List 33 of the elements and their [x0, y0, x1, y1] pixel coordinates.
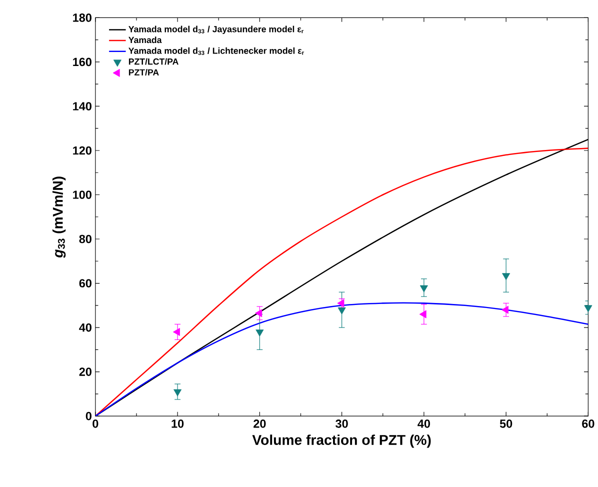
point — [420, 285, 428, 292]
y-tick-label: 120 — [73, 146, 92, 155]
legend-label: Yamada — [128, 36, 162, 44]
x-tick-label: 0 — [92, 420, 98, 428]
y-tick-label: 180 — [73, 14, 92, 22]
point — [255, 309, 262, 318]
x-tick-label: 30 — [336, 420, 348, 428]
y-tick-label: 40 — [79, 323, 92, 332]
legend-label: PZT/LCT/PA — [128, 58, 178, 65]
y-tick-label: 80 — [79, 234, 92, 244]
legend-label: PZT/PA — [128, 69, 159, 76]
y-tick-label: 60 — [79, 279, 92, 288]
x-tick-label: 60 — [582, 420, 594, 428]
point — [174, 389, 182, 396]
y-tick-label: 100 — [73, 190, 92, 199]
y-tick-label: 0 — [86, 412, 92, 420]
y-tick-label: 140 — [73, 102, 92, 110]
y-tick-label: 160 — [73, 58, 92, 66]
point — [338, 307, 346, 314]
point — [501, 306, 508, 314]
x-axis-title: Volume fraction of PZT (%) — [252, 434, 431, 448]
x-tick-label: 50 — [500, 420, 512, 428]
legend-label: Yamada model d$_{33}$ / Jayasundere model ε$_{r}$ — [128, 26, 304, 34]
point — [256, 330, 264, 337]
legend-label: Yamada model d$_{33}$ / Lichtenecker model ε$_{r}$ — [128, 47, 304, 55]
point — [172, 328, 180, 336]
x-tick-label: 10 — [172, 420, 184, 428]
y-axis-title: g$_{33}$ (mVm/N) — [52, 176, 66, 258]
x-tick-label: 20 — [254, 420, 266, 428]
point — [419, 310, 426, 318]
point — [502, 273, 510, 280]
y-tick-label: 20 — [79, 368, 92, 376]
x-tick-label: 40 — [418, 420, 430, 428]
